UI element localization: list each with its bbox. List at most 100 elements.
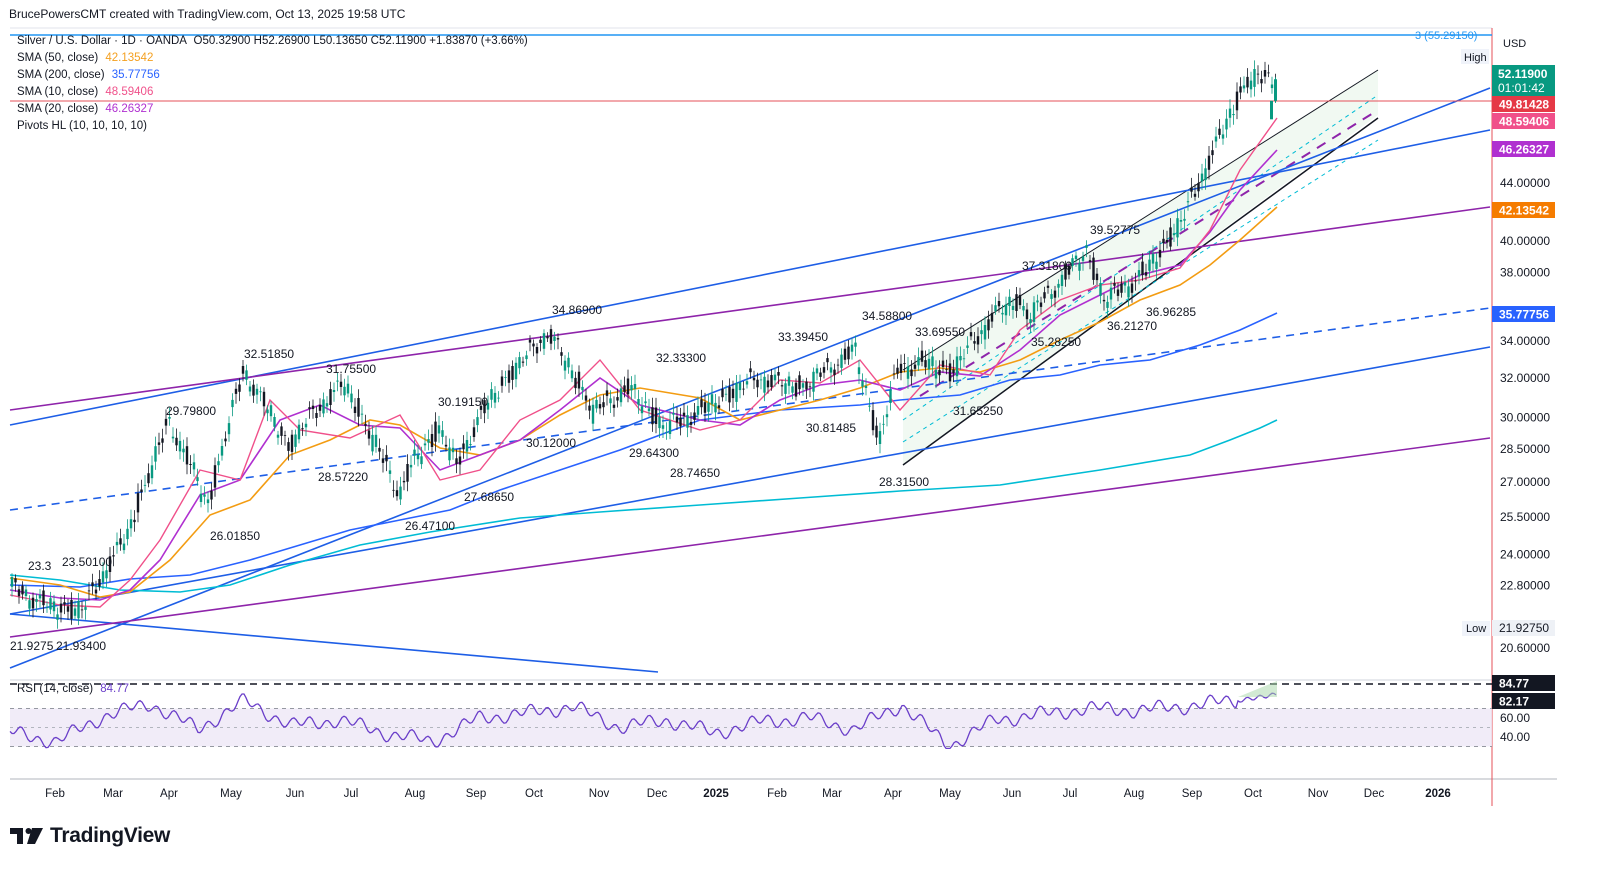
candle-body (528, 339, 532, 343)
sma200-price-tag-bg (1492, 306, 1555, 322)
candle-body (31, 597, 35, 609)
candle-body (759, 379, 763, 381)
time-axis-tick: Apr (160, 788, 178, 800)
time-axis-tick: Jul (344, 788, 359, 800)
pivot-low-label: 31.65250 (953, 404, 1003, 418)
pivot-high-label: 30.19150 (438, 395, 488, 409)
candle-body (969, 332, 973, 337)
candle-body (49, 598, 52, 610)
candle-body (73, 608, 77, 616)
candle-body (77, 600, 80, 619)
tradingview-logo-text: TradingView (50, 824, 171, 847)
candle-body (434, 421, 437, 442)
candle-body (385, 454, 388, 462)
candle-body (535, 347, 539, 354)
candle-body (840, 354, 843, 368)
candle-body (721, 389, 724, 398)
candle-body (1004, 304, 1008, 316)
candle-body (217, 461, 220, 466)
candle-body (1253, 69, 1256, 87)
legend-sma20-row[interactable]: SMA (20, close) 46.26327 (17, 103, 153, 115)
candle-body (899, 363, 903, 373)
legend-rsi-row[interactable]: RSI (14, close) 84.77 (17, 683, 129, 695)
candle-body (490, 389, 493, 400)
candle-body (938, 369, 941, 376)
candle-body (493, 392, 497, 403)
candle-body (157, 442, 161, 445)
high-tag-bg (1461, 49, 1489, 64)
tradingview-logo[interactable]: TradingView (10, 824, 170, 848)
candle-body (287, 442, 290, 451)
candle-body (1169, 227, 1172, 247)
candle-body (903, 363, 906, 364)
pivot-high-label: 33.69550 (915, 325, 965, 339)
candle-body (896, 367, 899, 374)
candle-body (714, 402, 717, 413)
candle-body (395, 490, 399, 497)
candle-body (318, 404, 322, 411)
candle-body (143, 484, 147, 486)
candle-body (297, 424, 301, 440)
candle-body (1225, 118, 1228, 130)
target-label: 3 (55.29150) (1415, 30, 1477, 42)
candle-body (80, 609, 84, 611)
price-axis-tick: 27.00000 (1500, 475, 1550, 489)
legend-sma50-row[interactable]: SMA (50, close) 42.13542 (17, 52, 153, 64)
legend-sma10-row[interactable]: SMA (10, close) 48.59406 (17, 86, 153, 98)
candle-body (122, 543, 126, 551)
candle-body (1190, 187, 1193, 192)
candle-body (469, 444, 472, 446)
candle-body (381, 458, 385, 463)
candle-body (976, 336, 980, 345)
candle-body (647, 408, 651, 412)
rsi-axis-tick: 60.00 (1500, 711, 1530, 725)
candles (10, 60, 1277, 629)
currency-label: USD (1503, 38, 1526, 50)
candle-body (791, 386, 794, 393)
candle-body (147, 473, 150, 484)
lower-purple-trendline (9, 437, 1491, 638)
legend-sma10-value: 48.59406 (105, 86, 154, 98)
candle-body (829, 367, 833, 373)
candle-body (1141, 261, 1144, 276)
pivot-low-label: 36.21270 (1107, 319, 1157, 333)
candle-body (1218, 128, 1221, 135)
candle-body (497, 397, 500, 399)
sma10-price-tag: 48.59406 (1499, 115, 1549, 129)
time-axis-tick: Mar (103, 788, 123, 800)
candle-body (1036, 300, 1039, 303)
candle-body (367, 430, 371, 439)
time-axis-tick: Nov (589, 788, 610, 800)
pivot-low-label: 35.28250 (1031, 335, 1081, 349)
candle-body (644, 401, 647, 404)
legend-sma200-row[interactable]: SMA (200, close) 35.77756 (17, 69, 160, 81)
candle-body (175, 437, 178, 446)
candle-body (913, 364, 917, 369)
candle-body (542, 333, 546, 349)
candle-body (682, 412, 686, 416)
candle-body (1228, 108, 1232, 118)
candle-body (843, 348, 847, 360)
candle-body (822, 367, 826, 373)
candle-body (252, 384, 255, 396)
time-axis-tick: Oct (525, 788, 544, 800)
last-price-tag-bg (1492, 65, 1555, 96)
tradingview-logo-icon (10, 828, 43, 844)
legend-sma10-label: SMA (10, close) (17, 86, 99, 98)
candle-body (199, 493, 203, 502)
candle-body (14, 578, 17, 583)
candle-body (1270, 100, 1273, 120)
legend-pivots-row[interactable]: Pivots HL (10, 10, 10, 10) (17, 120, 147, 132)
candle-body (406, 464, 409, 482)
candle-body (612, 404, 616, 408)
candle-body (329, 389, 332, 405)
candle-body (413, 449, 416, 456)
candle-body (672, 413, 675, 415)
candle-body (42, 590, 45, 606)
candle-body (798, 375, 801, 390)
candle-body (1015, 294, 1018, 311)
candle-body (185, 446, 189, 465)
candle-body (280, 426, 283, 436)
candle-body (658, 416, 661, 429)
